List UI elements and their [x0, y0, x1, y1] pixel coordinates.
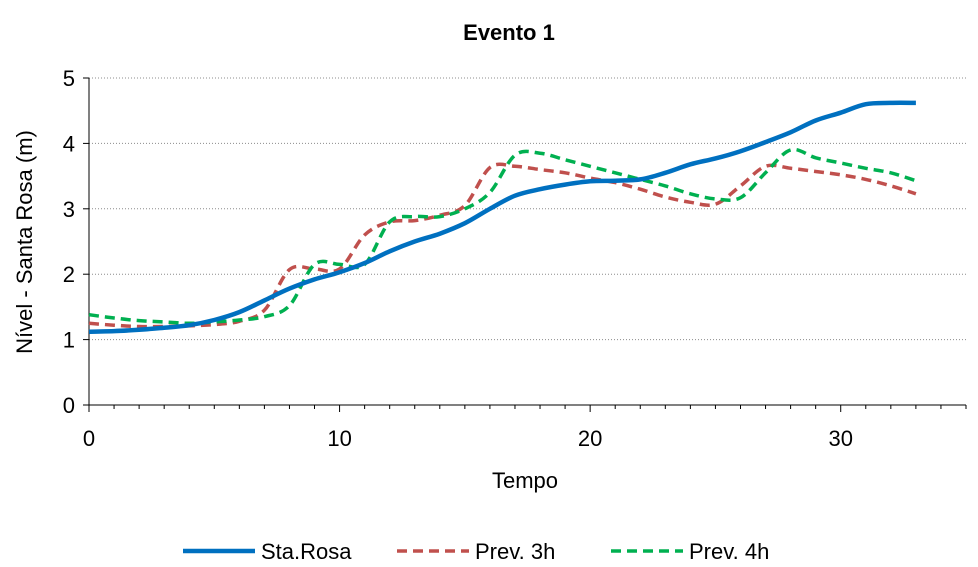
- legend-item: Prev. 4h: [611, 539, 769, 564]
- y-axis-label: Nível - Santa Rosa (m): [12, 130, 37, 354]
- x-tick-label: 30: [828, 426, 852, 451]
- x-tick-label: 10: [327, 426, 351, 451]
- gridlines: [89, 77, 966, 341]
- legend-label: Prev. 4h: [689, 539, 769, 564]
- y-tick-label: 0: [63, 393, 75, 418]
- series-line-prev-3h: [88, 162, 917, 329]
- series-line-prev-4h: [88, 147, 917, 326]
- legend-label: Prev. 3h: [475, 539, 555, 564]
- series-line-sta-rosa: [88, 100, 916, 335]
- y-axis-ticks: 0 1 2 3 4 5: [63, 66, 89, 418]
- legend: Sta.Rosa Prev. 3h Prev. 4h: [183, 539, 769, 564]
- legend-item: Prev. 3h: [397, 539, 555, 564]
- x-axis-ticks: 0 10 20 30: [83, 405, 967, 451]
- y-tick-label: 1: [63, 328, 75, 353]
- legend-label: Sta.Rosa: [261, 539, 352, 564]
- y-tick-label: 2: [63, 262, 75, 287]
- chart-title: Evento 1: [463, 20, 555, 45]
- axes: [88, 78, 966, 406]
- x-tick-label: 20: [578, 426, 602, 451]
- x-axis-label: Tempo: [492, 468, 558, 493]
- y-tick-label: 4: [63, 131, 75, 156]
- y-tick-label: 5: [63, 66, 75, 91]
- y-tick-label: 3: [63, 197, 75, 222]
- legend-item: Sta.Rosa: [183, 539, 352, 564]
- series-lines: [88, 100, 917, 335]
- x-tick-label: 0: [83, 426, 95, 451]
